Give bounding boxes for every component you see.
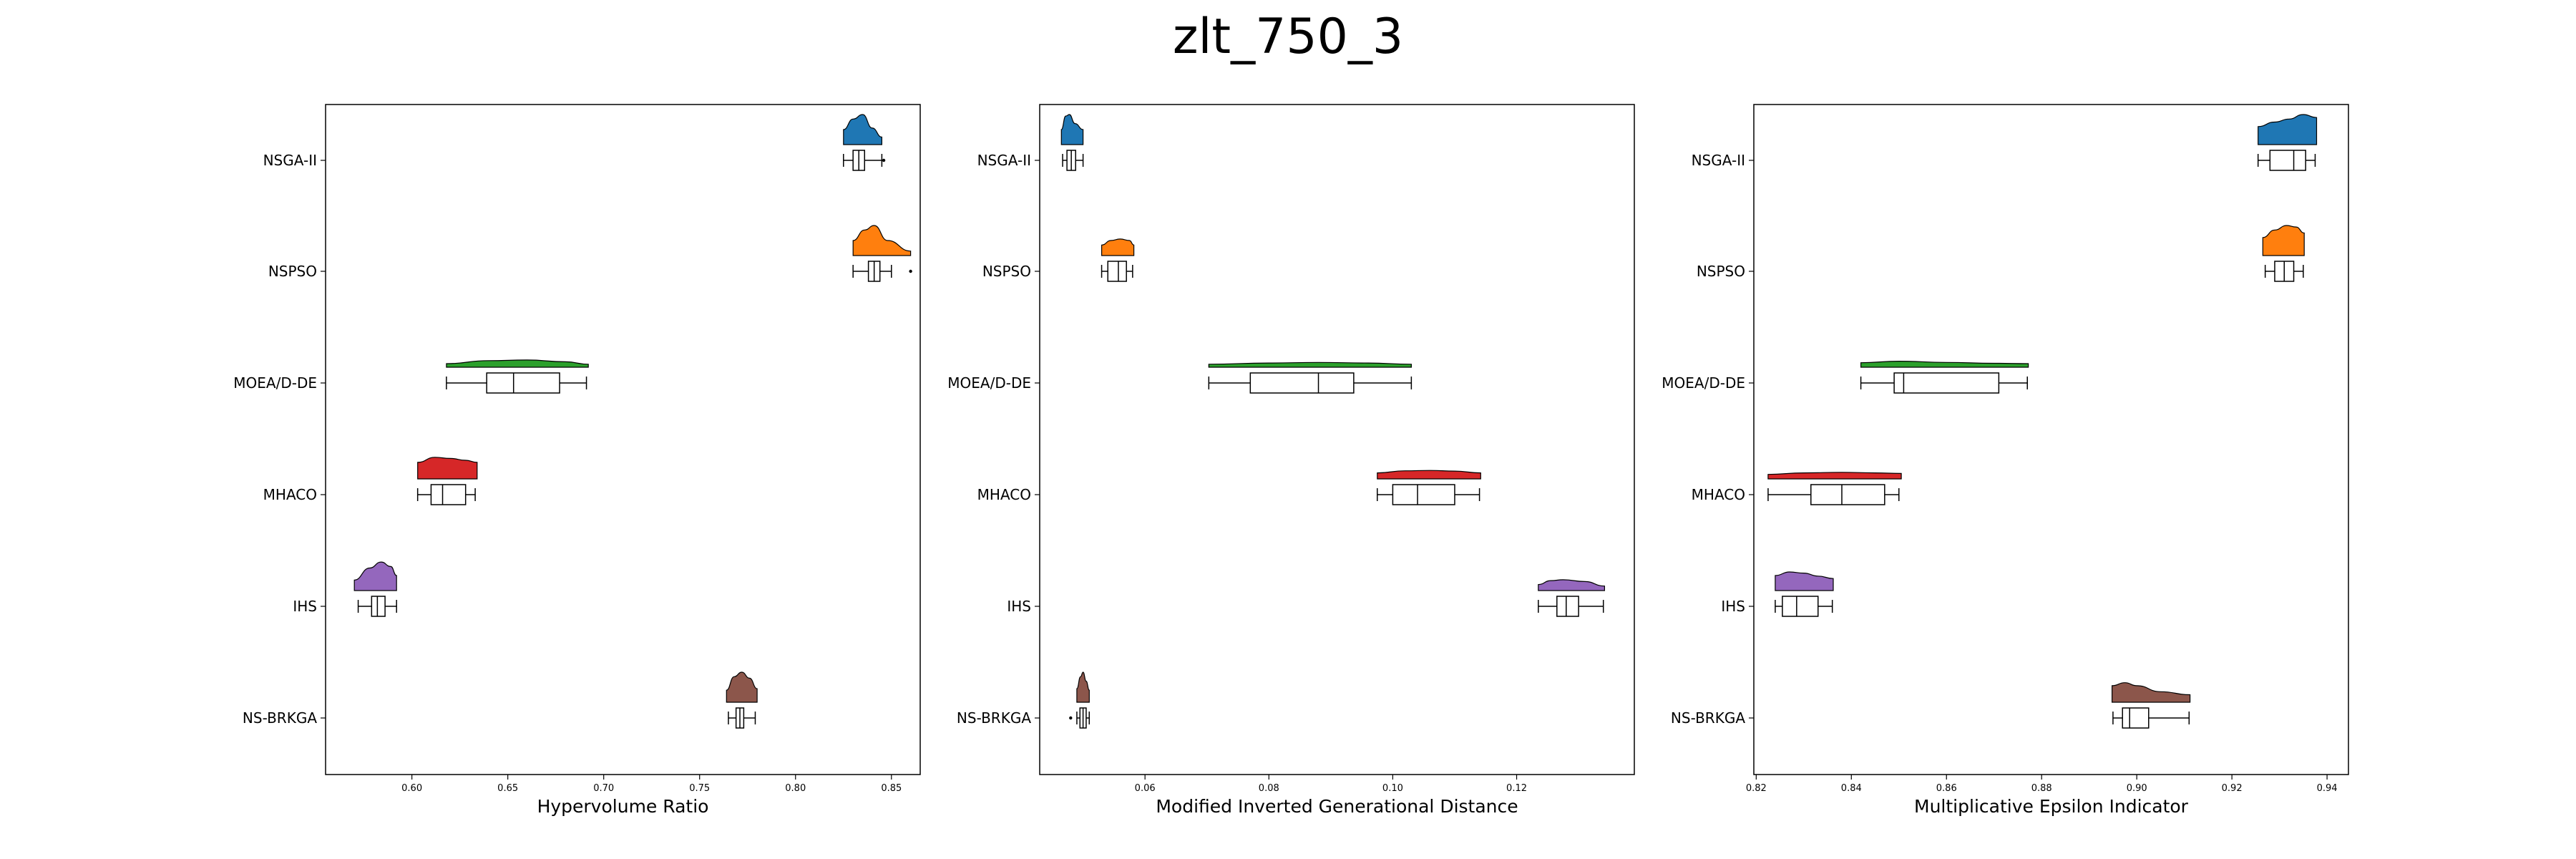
- x-tick-label: 0.75: [689, 783, 710, 794]
- category-label: MHACO: [977, 486, 1031, 503]
- x-tick-label: 0.80: [785, 783, 806, 794]
- density-cloud: [2262, 225, 2305, 256]
- category-label: NSPSO: [982, 263, 1031, 280]
- category-label: NSPSO: [268, 263, 317, 280]
- x-axis-label: Multiplicative Epsilon Indicator: [1914, 796, 2189, 817]
- box-iqr: [1556, 596, 1579, 617]
- x-tick-label: 0.88: [2031, 783, 2052, 794]
- density-cloud: [446, 359, 589, 368]
- x-tick-label: 0.85: [881, 783, 902, 794]
- box-iqr: [1893, 372, 2000, 394]
- plot-frame-2: [1039, 104, 1635, 775]
- density-cloud: [2112, 682, 2191, 703]
- box-iqr: [486, 372, 560, 394]
- density-cloud: [1208, 361, 1412, 368]
- density-cloud: [1101, 238, 1135, 256]
- box-iqr: [1810, 484, 1885, 505]
- category-label: NS-BRKGA: [957, 709, 1031, 727]
- density-cloud: [1538, 579, 1605, 591]
- density-cloud: [852, 225, 912, 256]
- category-label: IHS: [1721, 598, 1745, 615]
- category-label: NSPSO: [1697, 263, 1745, 280]
- category-label: NS-BRKGA: [243, 709, 317, 727]
- category-label: MOEA/D-DE: [1662, 374, 1745, 392]
- x-tick-label: 0.12: [1506, 783, 1527, 794]
- density-cloud: [417, 457, 478, 480]
- box-iqr: [1392, 484, 1455, 505]
- box-iqr: [2269, 150, 2306, 171]
- box-iqr: [2122, 707, 2150, 729]
- category-label: MOEA/D-DE: [233, 374, 317, 392]
- category-label: NSGA-II: [263, 152, 317, 169]
- box-iqr: [1782, 596, 1819, 617]
- density-cloud: [1076, 671, 1090, 703]
- category-label: MHACO: [1692, 486, 1745, 503]
- plot-frame-3: [1753, 104, 2349, 775]
- density-cloud: [1860, 360, 2029, 368]
- density-cloud: [1767, 472, 1902, 480]
- category-label: IHS: [1007, 598, 1031, 615]
- category-label: NSGA-II: [977, 152, 1031, 169]
- x-axis-label: Hypervolume Ratio: [537, 796, 709, 817]
- x-tick-label: 0.90: [2127, 783, 2147, 794]
- density-cloud: [1377, 470, 1481, 480]
- x-tick-label: 0.60: [401, 783, 422, 794]
- category-label: NS-BRKGA: [1671, 709, 1745, 727]
- category-label: MOEA/D-DE: [947, 374, 1031, 392]
- figure-title: zlt_750_3: [1172, 9, 1404, 65]
- x-tick-label: 0.92: [2222, 783, 2243, 794]
- x-tick-label: 0.86: [1936, 783, 1957, 794]
- density-cloud: [843, 114, 882, 145]
- x-tick-label: 0.70: [593, 783, 614, 794]
- x-tick-label: 0.65: [497, 783, 518, 794]
- x-tick-label: 0.06: [1135, 783, 1156, 794]
- outlier-point: [882, 158, 886, 162]
- x-tick-label: 0.82: [1746, 783, 1767, 794]
- x-tick-label: 0.10: [1382, 783, 1403, 794]
- density-cloud: [1775, 571, 1834, 591]
- category-label: IHS: [293, 598, 317, 615]
- density-cloud: [353, 561, 397, 591]
- plot-frame-1: [325, 104, 921, 775]
- category-label: MHACO: [263, 486, 317, 503]
- x-tick-label: 0.08: [1259, 783, 1279, 794]
- box-iqr: [371, 596, 386, 617]
- x-tick-label: 0.94: [2317, 783, 2338, 794]
- density-cloud: [2258, 114, 2318, 145]
- category-label: NSGA-II: [1692, 152, 1745, 169]
- box-iqr: [1249, 372, 1355, 394]
- x-axis-label: Modified Inverted Generational Distance: [1156, 796, 1518, 817]
- box-iqr: [430, 484, 467, 505]
- density-cloud: [726, 671, 758, 703]
- x-tick-label: 0.84: [1841, 783, 1862, 794]
- outlier-point: [1069, 716, 1073, 720]
- outlier-point: [909, 269, 912, 273]
- density-cloud: [1060, 114, 1084, 145]
- box-iqr: [1107, 261, 1127, 282]
